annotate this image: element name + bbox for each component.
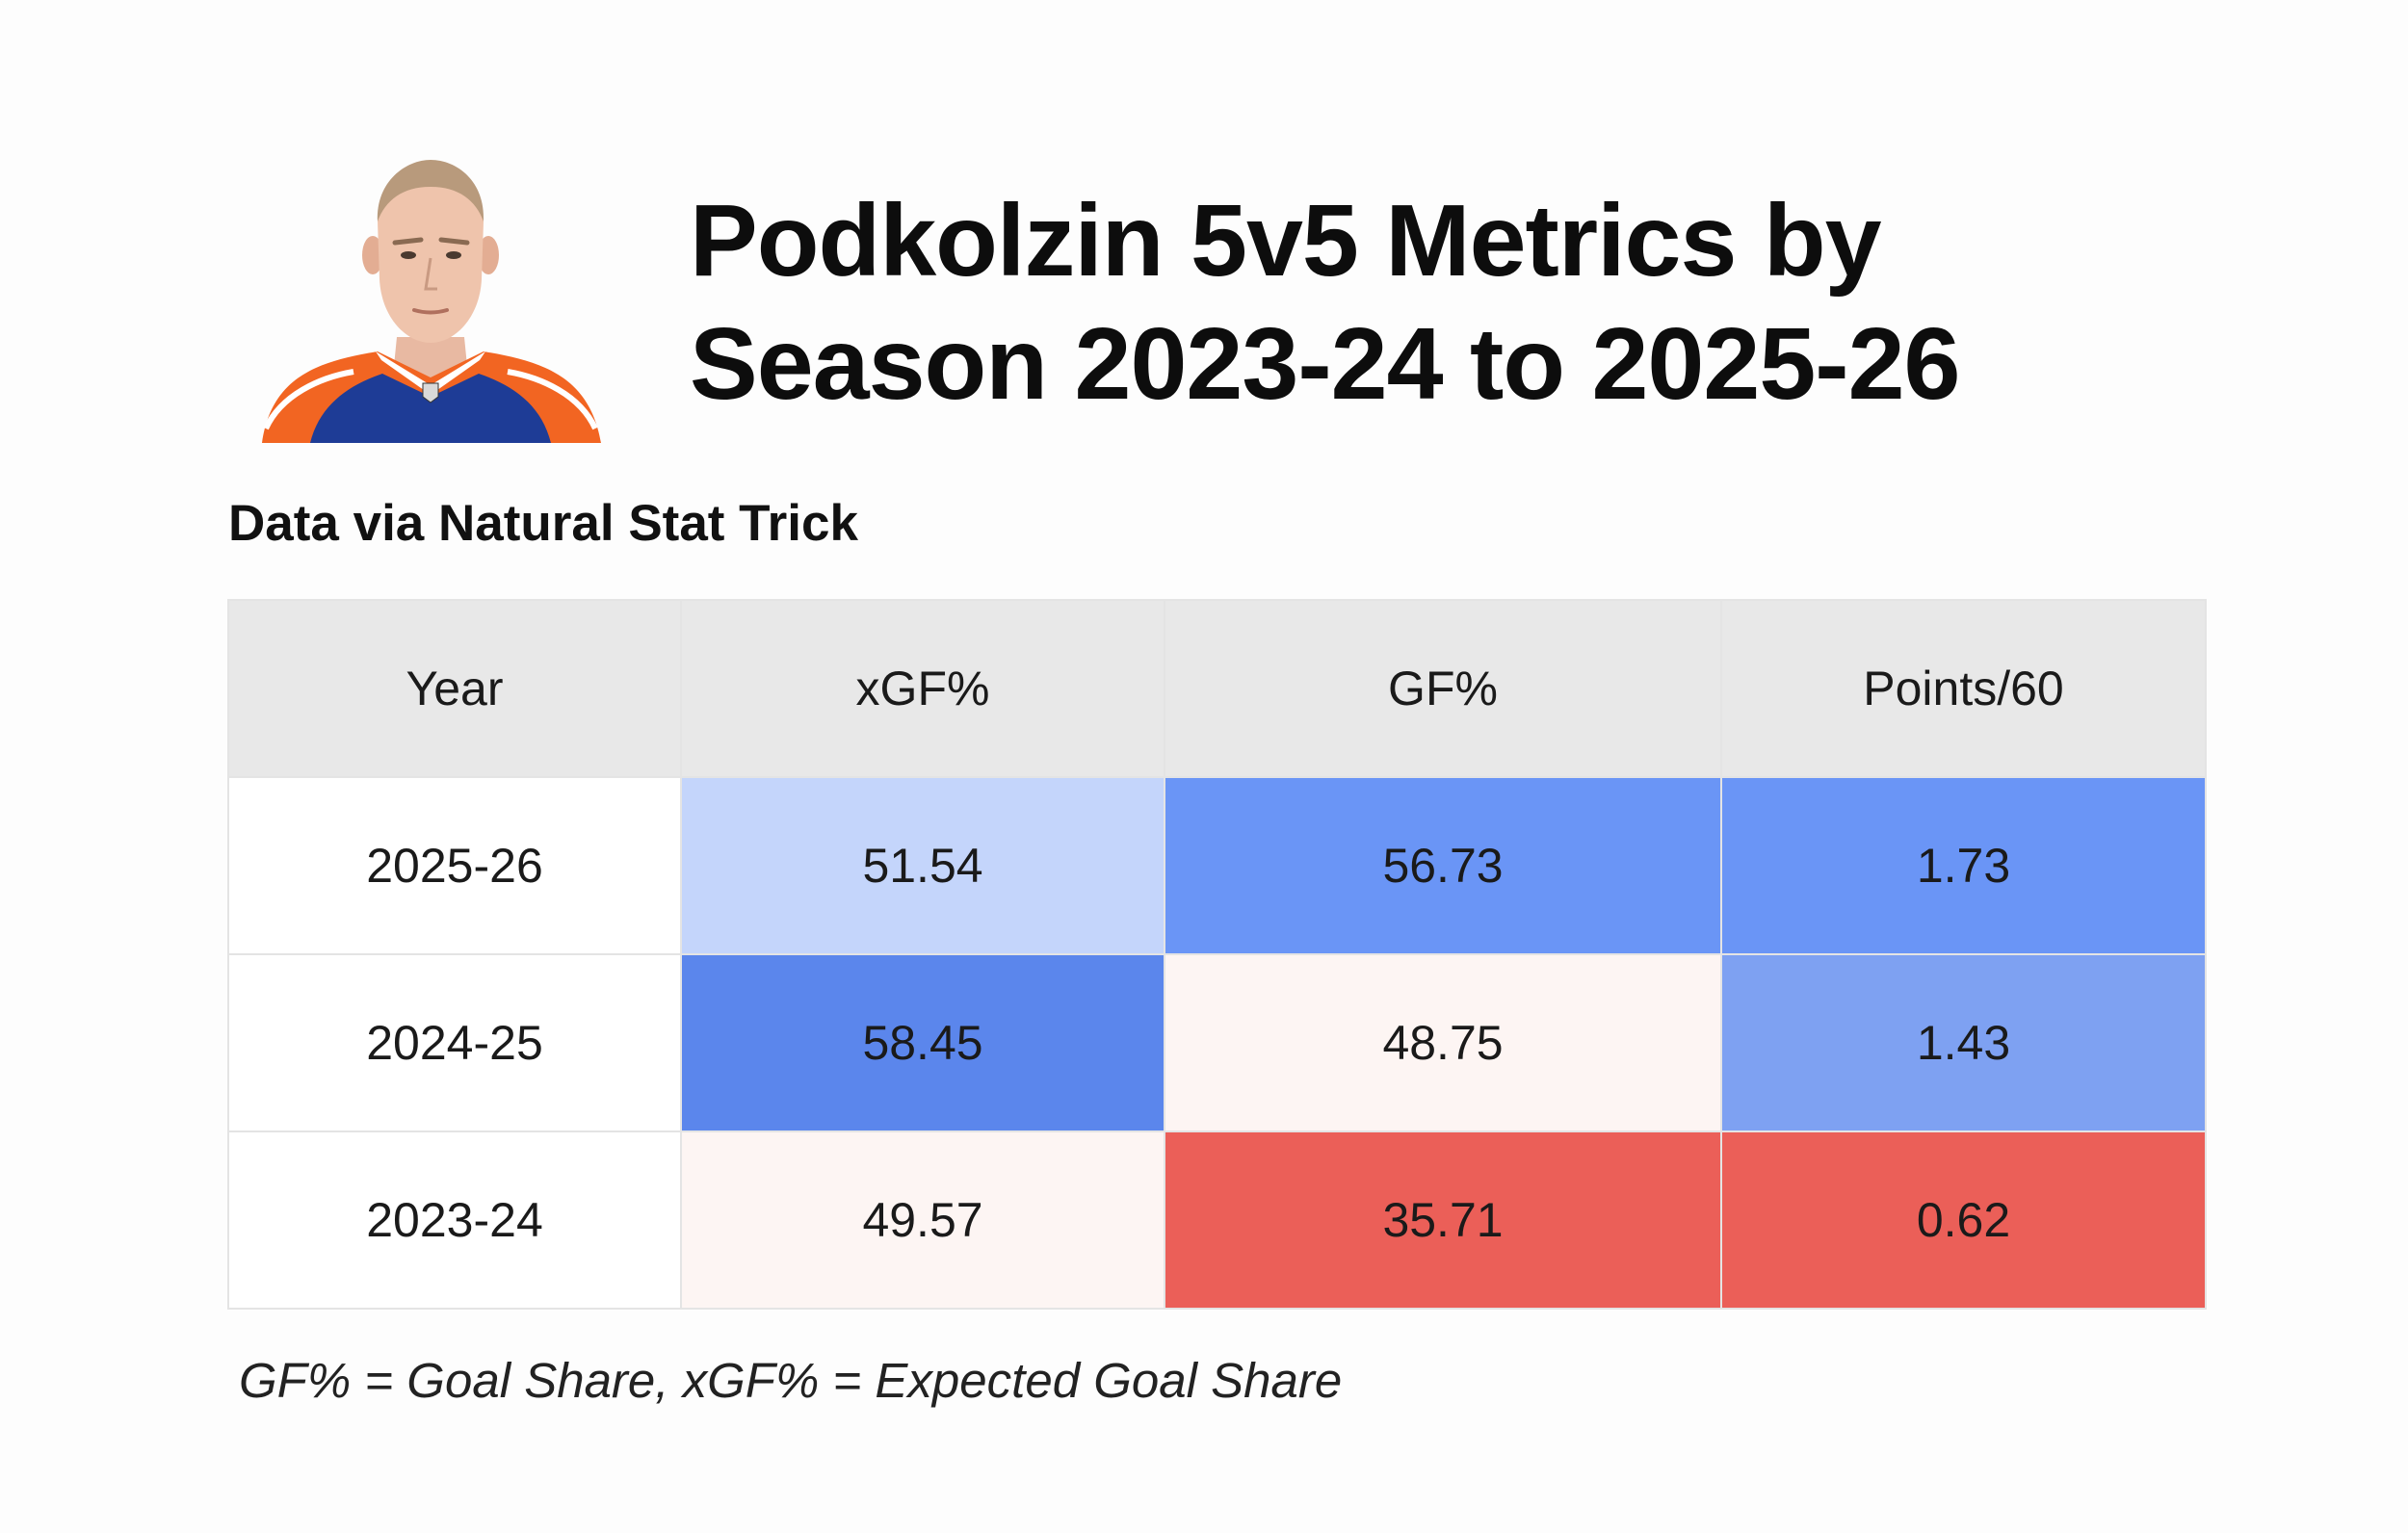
points-per-60-cell: 0.62 [1720, 1130, 2207, 1310]
year-cell: 2024-25 [227, 953, 682, 1132]
xgf-cell: 51.54 [680, 776, 1165, 955]
column-header-gf: GF% [1164, 599, 1722, 778]
gf-cell: 48.75 [1164, 953, 1722, 1132]
title-line-2: Season 2023-24 to 2025-26 [690, 307, 1960, 421]
footnote: GF% = Goal Share, xGF% = Expected Goal S… [239, 1353, 1343, 1408]
points-per-60-cell: 1.73 [1720, 776, 2207, 955]
xgf-cell: 58.45 [680, 953, 1165, 1132]
xgf-cell: 49.57 [680, 1130, 1165, 1310]
table-row: 2023-24 49.57 35.71 0.62 [227, 1130, 2207, 1310]
data-source-subtitle: Data via Natural Stat Trick [228, 495, 858, 552]
metrics-table: Year xGF% GF% Points/60 2025-26 51.54 56… [227, 599, 2207, 1310]
title-line-1: Podkolzin 5v5 Metrics by [690, 184, 1882, 298]
table-row: 2024-25 58.45 48.75 1.43 [227, 953, 2207, 1132]
gf-cell: 56.73 [1164, 776, 1722, 955]
column-header-xgf: xGF% [680, 599, 1165, 778]
year-cell: 2023-24 [227, 1130, 682, 1310]
year-cell: 2025-26 [227, 776, 682, 955]
points-per-60-cell: 1.43 [1720, 953, 2207, 1132]
table-row: 2025-26 51.54 56.73 1.73 [227, 776, 2207, 955]
gf-cell: 35.71 [1164, 1130, 1722, 1310]
column-header-points-per-60: Points/60 [1720, 599, 2207, 778]
player-headshot [262, 160, 601, 443]
table-header-row: Year xGF% GF% Points/60 [227, 599, 2207, 778]
chart-title: Podkolzin 5v5 Metrics by Season 2023-24 … [690, 179, 2327, 426]
column-header-year: Year [227, 599, 682, 778]
